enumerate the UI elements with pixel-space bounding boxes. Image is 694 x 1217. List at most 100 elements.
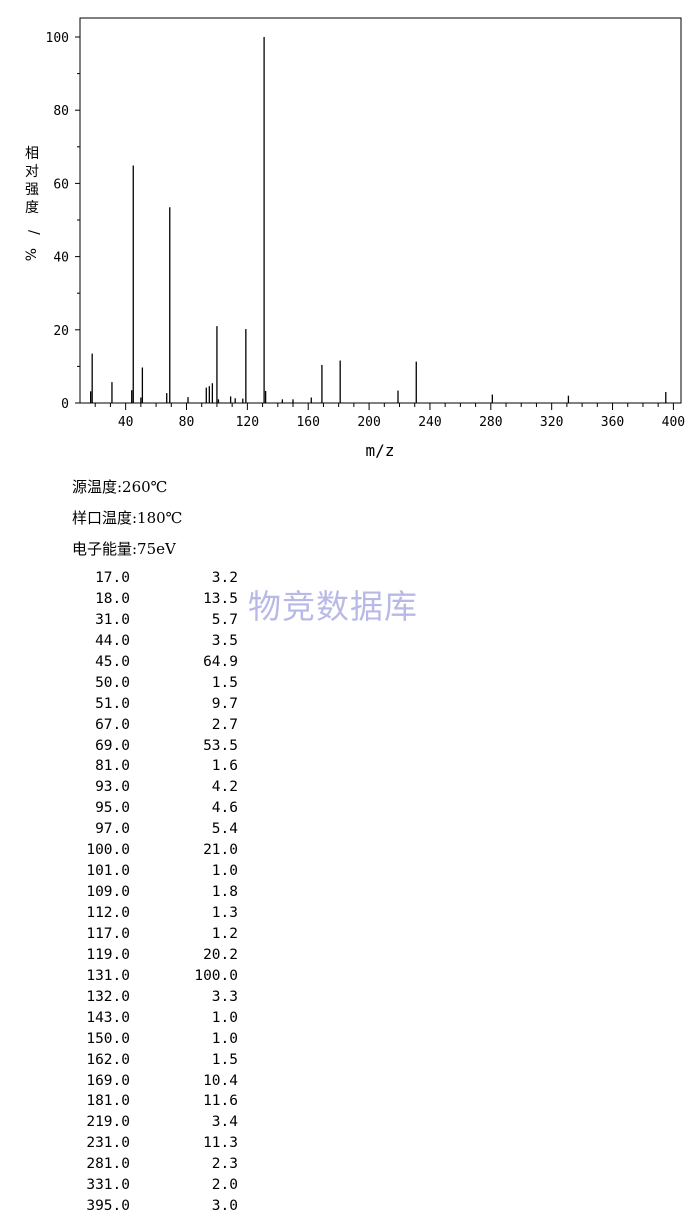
peak-mz: 143.0 bbox=[86, 1009, 130, 1026]
peak-row: 131.0 100.0 bbox=[72, 966, 238, 987]
peak-mz: 69.0 bbox=[95, 737, 130, 754]
peak-abundance: 2.7 bbox=[211, 716, 238, 733]
peak-abundance: 20.2 bbox=[203, 946, 238, 963]
peak-row: 81.0 1.6 bbox=[72, 756, 238, 777]
peak-row: 109.0 1.8 bbox=[72, 882, 238, 903]
peak-mz: 109.0 bbox=[86, 884, 130, 901]
peak-mz: 162.0 bbox=[86, 1051, 130, 1068]
y-tick-label: 0 bbox=[61, 397, 69, 412]
peak-row: 150.0 1.0 bbox=[72, 1029, 238, 1050]
x-axis-label: m/z bbox=[366, 441, 395, 460]
peak-abundance: 1.3 bbox=[211, 905, 238, 921]
peak-row: 331.0 2.0 bbox=[72, 1175, 238, 1196]
peak-table: 17.0 3.2 18.0 13.5 31.0 5.7 44.0 3.5 45.0 64.9 50.… bbox=[72, 568, 238, 1217]
peak-row: 281.0 2.3 bbox=[72, 1154, 238, 1175]
x-tick-label: 80 bbox=[179, 415, 195, 430]
peak-mz: 132.0 bbox=[86, 988, 130, 1005]
peak-mz: 45.0 bbox=[95, 653, 130, 670]
peak-mz: 169.0 bbox=[86, 1072, 130, 1089]
peak-mz: 67.0 bbox=[95, 716, 130, 733]
peak-mz: 219.0 bbox=[86, 1114, 130, 1131]
peak-mz: 395.0 bbox=[86, 1198, 130, 1215]
peak-mz: 97.0 bbox=[95, 821, 130, 838]
peak-abundance: 2.0 bbox=[211, 1177, 238, 1194]
peak-abundance: 13.5 bbox=[203, 590, 238, 607]
peak-row: 45.0 64.9 bbox=[72, 652, 238, 673]
peak-mz: 181.0 bbox=[86, 1093, 130, 1110]
peak-mz: 50.0 bbox=[95, 674, 130, 691]
x-tick-label: 200 bbox=[357, 415, 380, 430]
peak-mz: 281.0 bbox=[86, 1156, 130, 1173]
y-tick-label: 80 bbox=[53, 104, 69, 119]
peak-row: 44.0 3.5 bbox=[72, 631, 238, 652]
peak-abundance: 1.0 bbox=[211, 1030, 238, 1047]
peak-abundance: 1.5 bbox=[211, 674, 238, 691]
peak-mz: 81.0 bbox=[95, 758, 130, 775]
peak-row: 395.0 3.0 bbox=[72, 1196, 238, 1217]
peak-abundance: 21.0 bbox=[203, 842, 238, 859]
peak-mz: 101.0 bbox=[86, 863, 130, 880]
peak-mz: 31.0 bbox=[95, 611, 130, 628]
x-tick-label: 240 bbox=[418, 415, 441, 430]
peak-row: 219.0 3.4 bbox=[72, 1112, 238, 1133]
peak-row: 162.0 1.5 bbox=[72, 1050, 238, 1071]
peak-abundance: 11.6 bbox=[203, 1093, 238, 1110]
peak-abundance: 1.2 bbox=[211, 925, 238, 942]
peak-abundance: 3.5 bbox=[211, 632, 238, 649]
peak-abundance: 1.8 bbox=[211, 884, 238, 901]
peak-row: 100.0 21.0 bbox=[72, 840, 238, 861]
peak-mz: 17.0 bbox=[95, 570, 130, 586]
electron-energy: 电子能量:75eV bbox=[72, 540, 176, 558]
peak-mz: 231.0 bbox=[86, 1135, 130, 1152]
y-axis-label: 相对强度/% bbox=[21, 146, 41, 261]
peak-row: 31.0 5.7 bbox=[72, 610, 238, 631]
peak-mz: 331.0 bbox=[86, 1177, 130, 1194]
x-tick-label: 40 bbox=[118, 415, 134, 430]
peak-abundance: 100.0 bbox=[194, 967, 238, 984]
watermark: 物竞数据库 bbox=[248, 587, 418, 626]
peak-abundance: 3.0 bbox=[211, 1198, 238, 1215]
peak-row: 18.0 13.5 bbox=[72, 589, 238, 610]
peak-abundance: 3.3 bbox=[211, 988, 238, 1005]
peak-abundance: 5.4 bbox=[211, 821, 238, 838]
peak-row: 231.0 11.3 bbox=[72, 1133, 238, 1154]
peak-row: 50.0 1.5 bbox=[72, 673, 238, 694]
sample-temperature: 样口温度:180℃ bbox=[72, 509, 183, 527]
peak-abundance: 2.3 bbox=[211, 1156, 238, 1173]
x-axis-ticks: 40 80 120 160 200 240 280 320 360 400 bbox=[94, 403, 685, 430]
peak-abundance: 11.3 bbox=[203, 1135, 238, 1152]
x-tick-label: 280 bbox=[479, 415, 502, 430]
peak-abundance: 1.5 bbox=[211, 1051, 238, 1068]
peak-mz: 18.0 bbox=[95, 590, 130, 607]
x-tick-label: 360 bbox=[601, 415, 624, 430]
y-tick-label: 60 bbox=[53, 177, 69, 192]
peak-abundance: 1.0 bbox=[211, 1009, 238, 1026]
peak-row: 97.0 5.4 bbox=[72, 819, 238, 840]
peak-mz: 131.0 bbox=[86, 967, 130, 984]
peak-row: 169.0 10.4 bbox=[72, 1071, 238, 1092]
peak-abundance: 10.4 bbox=[203, 1072, 238, 1089]
peak-abundance: 1.0 bbox=[211, 863, 238, 880]
x-tick-label: 160 bbox=[296, 415, 319, 430]
peak-row: 112.0 1.3 bbox=[72, 903, 238, 924]
peak-mz: 119.0 bbox=[86, 946, 130, 963]
peak-abundance: 5.7 bbox=[211, 611, 238, 628]
peak-abundance: 64.9 bbox=[203, 653, 238, 670]
peak-row: 69.0 53.5 bbox=[72, 736, 238, 757]
spectrum-bars bbox=[90, 37, 667, 403]
peak-row: 132.0 3.3 bbox=[72, 987, 238, 1008]
peak-mz: 150.0 bbox=[86, 1030, 130, 1047]
instrument-parameters: 源温度:260℃ 样口温度:180℃ 电子能量:75eV bbox=[72, 476, 182, 569]
peak-row: 117.0 1.2 bbox=[72, 924, 238, 945]
x-tick-label: 320 bbox=[540, 415, 563, 430]
peak-mz: 100.0 bbox=[86, 842, 130, 859]
peak-abundance: 4.2 bbox=[211, 779, 238, 796]
y-tick-label: 20 bbox=[53, 324, 69, 339]
peak-mz: 93.0 bbox=[95, 779, 130, 796]
peak-row: 101.0 1.0 bbox=[72, 861, 238, 882]
peak-row: 17.0 3.2 bbox=[72, 568, 238, 589]
peak-mz: 117.0 bbox=[86, 925, 130, 942]
peak-row: 93.0 4.2 bbox=[72, 777, 238, 798]
peak-abundance: 53.5 bbox=[203, 737, 238, 754]
